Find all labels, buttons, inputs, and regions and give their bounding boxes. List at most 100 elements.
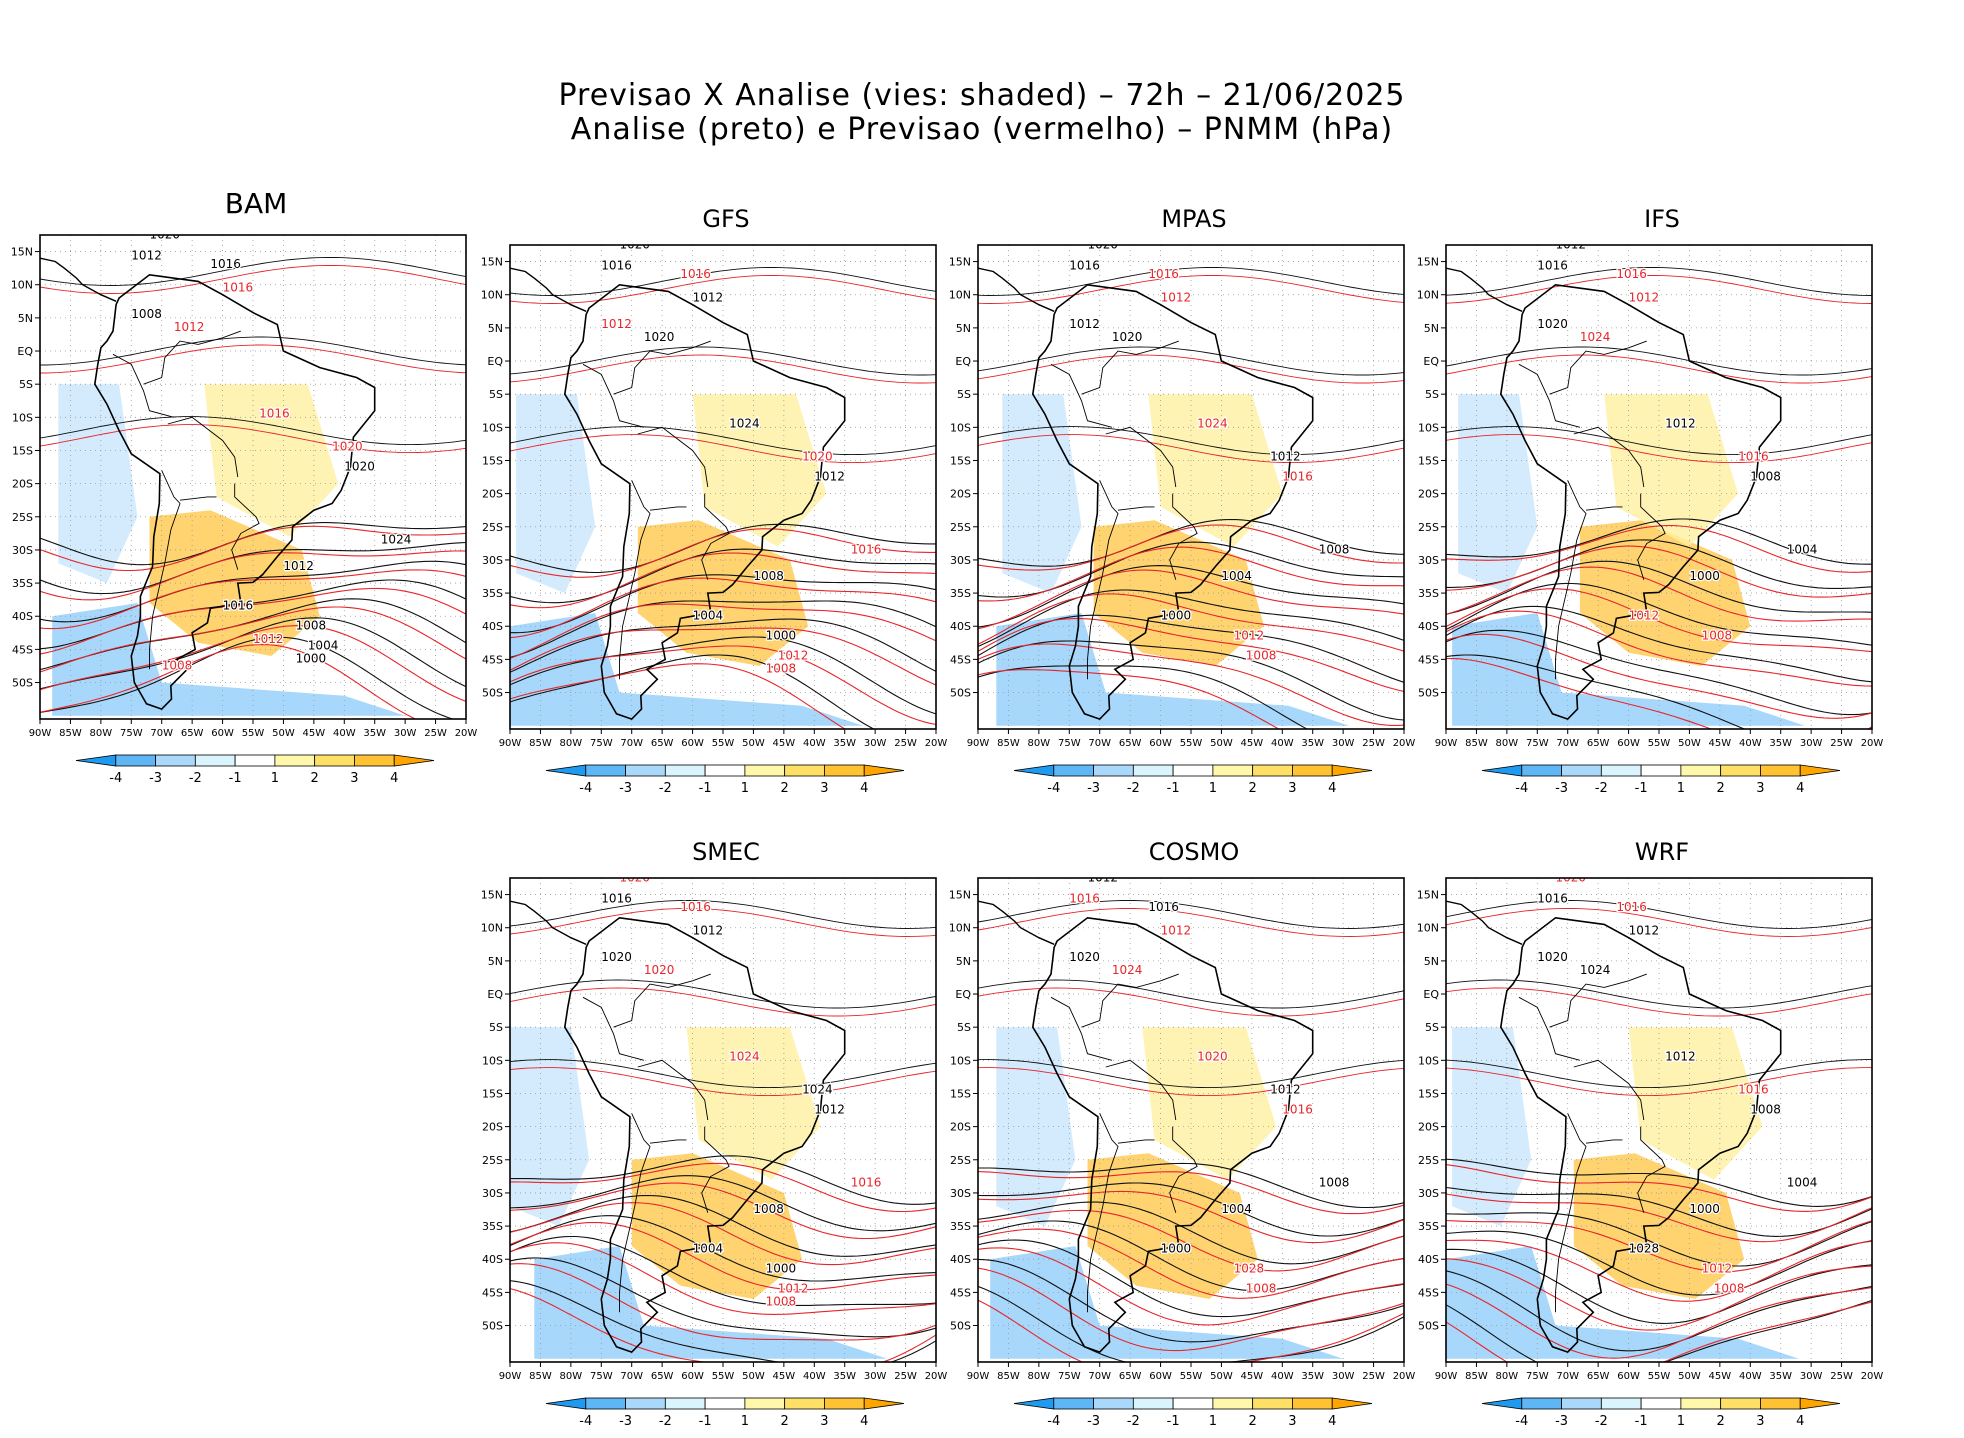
lon-label: 50W: [1210, 1371, 1233, 1382]
lon-label: 85W: [997, 1371, 1020, 1382]
country-border: [1518, 363, 1581, 428]
analysis-isobar: [1446, 1248, 1872, 1324]
lat-label: 5N: [956, 322, 971, 335]
lat-label: 15S: [1418, 454, 1439, 467]
lon-label: 90W: [29, 728, 52, 739]
lat-label: 5N: [956, 955, 971, 968]
isobar-label: 1016: [1738, 450, 1769, 464]
lat-label: 5S: [957, 388, 971, 401]
lon-label: 80W: [1028, 738, 1051, 749]
analysis-isobar: [978, 346, 1404, 376]
colorbar-segment: [1680, 764, 1722, 777]
isobar-label: 1004: [693, 609, 724, 623]
lon-label: 90W: [967, 1371, 990, 1382]
lon-label: 75W: [1058, 738, 1081, 749]
lon-label: 60W: [1149, 1371, 1172, 1382]
map-canvas: 1020 1016 1016 1012 1020 1024 1012 1016 1008 1004…: [1417, 877, 1883, 1429]
coastline: [978, 267, 1055, 312]
forecast-isobar: [510, 1263, 936, 1341]
analysis-isobar: [1446, 1299, 1872, 1362]
colorbar-label: -4: [1515, 781, 1528, 796]
bias-shading: [1446, 1246, 1799, 1359]
map-canvas: 1020 1012 1016 1016 1008 1012 1016 1020 1020 1024…: [11, 234, 477, 786]
analysis-isobar: [978, 900, 1404, 929]
isobar-label: 1012: [1629, 609, 1660, 623]
colorbar-label: -3: [1555, 1414, 1568, 1429]
lon-label: 60W: [1617, 738, 1640, 749]
lon-label: 60W: [681, 738, 704, 749]
isobar-label: 1020: [644, 330, 675, 344]
lat-label: 10N: [481, 922, 503, 935]
isobar-label: 1016: [851, 1175, 882, 1189]
map-panel-ifs: IFS 1012 1016 1016 1012 1020 1024 1012 1016 1008 1…: [1406, 205, 1884, 805]
lon-label: 50W: [1210, 738, 1233, 749]
country-border: [613, 973, 711, 1028]
lat-label: 35S: [1418, 587, 1439, 600]
lon-label: 70W: [150, 728, 173, 739]
lon-label: 40W: [803, 738, 826, 749]
isobar-label: 1004: [1221, 1202, 1252, 1216]
isobar-label: 1012: [1629, 290, 1660, 304]
lon-label: 60W: [681, 1371, 704, 1382]
lon-label: 35W: [833, 738, 856, 749]
colorbar-label: -4: [109, 771, 122, 786]
analysis-isobar: [510, 1257, 936, 1338]
colorbar-label: -3: [1087, 1414, 1100, 1429]
lon-label: 85W: [997, 738, 1020, 749]
map-panel-bam: BAM 1020 1012 1016 1016 1008 1012 1016 1020 1020 1…: [0, 187, 478, 795]
coastline: [1446, 900, 1523, 945]
country-border: [582, 363, 645, 428]
colorbar-segment: [1013, 764, 1055, 777]
colorbar-segment: [1799, 1397, 1841, 1410]
isobar-label: 1028: [1629, 1242, 1660, 1256]
forecast-isobar: [510, 627, 936, 686]
isobar-label: 1024: [1580, 330, 1611, 344]
analysis-isobar: [1446, 1158, 1872, 1207]
bias-shading: [1452, 613, 1806, 726]
isobar-label: 1016: [1148, 267, 1179, 281]
bias-shading: [996, 1027, 1076, 1227]
colorbar-segment: [1292, 764, 1333, 777]
lon-label: 90W: [967, 738, 990, 749]
figure-title-line1: Previsao X Analise (vies: shaded) – 72h …: [558, 78, 1406, 113]
forecast-isobar: [40, 265, 466, 294]
isobar-label: 1008: [1246, 648, 1277, 662]
lat-label: EQ: [487, 988, 503, 1001]
country-border: [619, 480, 651, 680]
lon-label: 85W: [1465, 1371, 1488, 1382]
country-border: [1081, 340, 1179, 395]
map-panel-gfs: GFS 1020 1016 1016 1012 1012 1020 1024 1020 1012 1…: [470, 205, 948, 805]
lon-label: 35W: [1769, 738, 1792, 749]
isobar-label: 1024: [729, 1049, 760, 1063]
lon-label: 65W: [181, 728, 204, 739]
colorbar-segment: [75, 754, 117, 767]
coastline: [1499, 916, 1782, 1354]
colorbar-segment: [784, 1397, 825, 1410]
lon-label: 75W: [120, 728, 143, 739]
forecast-isobar: [978, 524, 1404, 571]
colorbar-segment: [744, 764, 786, 777]
lat-label: 15S: [482, 1087, 503, 1100]
isobar-label: 1012: [693, 923, 724, 937]
lon-label: 40W: [333, 728, 356, 739]
analysis-isobar: [510, 618, 936, 673]
lon-label: 45W: [1241, 738, 1264, 749]
isobar-label: 1020: [332, 440, 363, 454]
analysis-isobar: [510, 523, 936, 574]
isobar-label: 1016: [601, 892, 632, 906]
isobar-label: 1016: [1616, 267, 1647, 281]
lat-label: 20S: [1418, 1121, 1439, 1134]
isobar-label: 1020: [1537, 317, 1568, 331]
lat-label: 45S: [950, 653, 971, 666]
colorbar-segment: [545, 1397, 587, 1410]
colorbar-segment: [1132, 764, 1174, 777]
lon-label: 80W: [90, 728, 113, 739]
lon-label: 90W: [1435, 738, 1458, 749]
country-border: [649, 1139, 687, 1144]
colorbar-label: -4: [1047, 1414, 1060, 1429]
forecast-isobar: [510, 552, 936, 609]
country-border: [149, 470, 181, 670]
isobar-label: 1008: [1750, 1102, 1781, 1116]
lon-label: 75W: [590, 1371, 613, 1382]
lon-label: 25W: [1830, 1371, 1853, 1382]
